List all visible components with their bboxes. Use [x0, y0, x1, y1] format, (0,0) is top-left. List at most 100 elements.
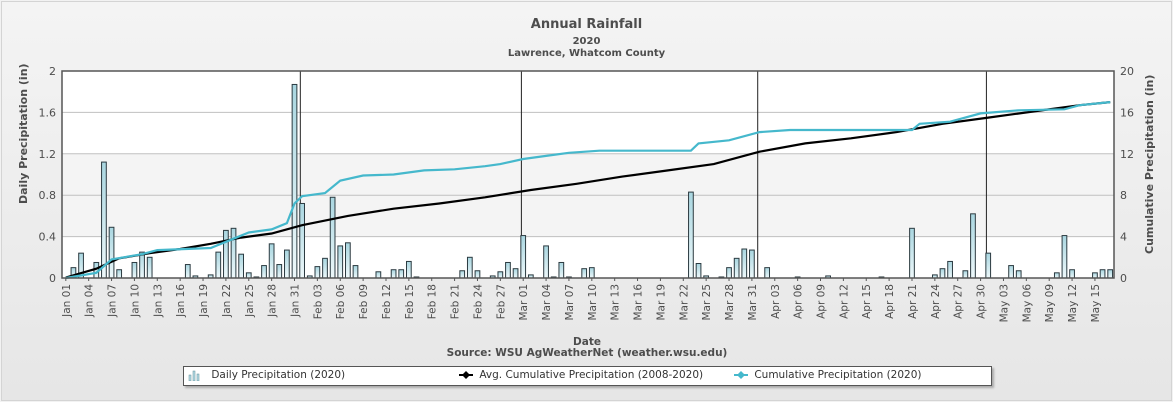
legend-item-cum[interactable]: Cumulative Precipitation (2020) [734, 369, 922, 381]
source-label: Source: WSU AgWeatherNet (weather.wsu.ed… [447, 347, 728, 359]
y-tick-right: 8 [1120, 189, 1127, 202]
daily-bar [695, 263, 702, 279]
daily-bar [947, 260, 953, 279]
daily-bar [337, 245, 344, 279]
x-tick-label: Mar 28 [724, 284, 736, 321]
legend-item-daily[interactable]: Daily Precipitation (2020) [188, 369, 345, 381]
daily-bar [284, 249, 290, 279]
daily-bar [1099, 269, 1106, 279]
x-tick-label: Feb 21 [450, 284, 462, 319]
y-tick-left: 0.4 [39, 231, 57, 244]
daily-bar [245, 272, 252, 279]
daily-bar [314, 266, 321, 279]
x-tick-label: Feb 09 [358, 284, 370, 319]
x-tick-label: Mar 19 [655, 284, 667, 321]
x-tick-label: Apr 27 [953, 284, 965, 319]
daily-bar [688, 191, 694, 279]
daily-bar [962, 270, 969, 279]
x-tick-label: Mar 07 [564, 284, 576, 321]
daily-bar [405, 260, 412, 279]
daily-bar [1069, 269, 1075, 279]
daily-bar [543, 245, 549, 279]
y-tick-right: 12 [1120, 148, 1134, 161]
x-tick-label: Apr 09 [816, 284, 828, 319]
y-tick-left: 0 [49, 272, 56, 285]
y-tick-left: 1.6 [39, 106, 57, 119]
daily-bar [131, 261, 138, 279]
daily-bar [398, 269, 405, 279]
daily-bar [497, 271, 504, 279]
x-tick-label: Apr 30 [976, 284, 988, 319]
x-tick-label: Apr 12 [838, 284, 850, 319]
daily-bar [299, 202, 305, 279]
daily-bar [261, 265, 267, 279]
diamond-marker-cyan-icon [734, 371, 748, 379]
avg-cumulative-line [65, 101, 1111, 279]
daily-bar [322, 257, 328, 279]
x-tick-label: Apr 21 [907, 284, 919, 319]
chart-title: Annual Rainfall [530, 17, 643, 32]
x-tick-label: Mar 25 [701, 284, 713, 321]
x-tick-label: Feb 24 [473, 284, 485, 320]
daily-bar [230, 227, 237, 279]
x-tick-label: Apr 18 [884, 284, 896, 319]
x-tick-label: Apr 24 [930, 284, 942, 319]
daily-bar [558, 261, 565, 279]
x-tick-label: Feb 03 [312, 284, 324, 319]
daily-bar [1015, 270, 1022, 279]
daily-bar [329, 196, 336, 279]
x-tick-label: Mar 22 [678, 284, 690, 321]
x-tick-label: May 09 [1044, 284, 1056, 322]
daily-bar [223, 229, 229, 279]
daily-bar [459, 270, 466, 279]
daily-bar [101, 161, 107, 279]
x-tick-label: Jan 10 [129, 284, 141, 318]
chart-subtitle: 2020 [572, 36, 601, 47]
x-tick-label: May 12 [1067, 284, 1079, 322]
x-tick-label: Jan 22 [221, 284, 233, 318]
daily-bar [733, 257, 740, 279]
x-tick-label: Jan 07 [107, 284, 119, 318]
daily-bar [939, 268, 946, 279]
daily-bar [726, 267, 732, 279]
diamond-marker-black-icon [459, 371, 473, 379]
x-tick-label: Jan 25 [244, 284, 256, 318]
daily-bar [268, 243, 275, 279]
y-tick-left: 0.8 [39, 189, 57, 202]
daily-bar [345, 242, 351, 279]
y-tick-left: 1.2 [39, 148, 57, 161]
daily-bar [184, 264, 191, 279]
x-axis-label: Date [573, 336, 601, 348]
daily-bar [1107, 269, 1114, 279]
daily-bar [749, 249, 755, 279]
daily-bar [146, 256, 153, 279]
y-axis-label-left: Daily Precipitation (in) [17, 63, 30, 204]
y-tick-right: 16 [1120, 106, 1134, 119]
legend-item-avg[interactable]: Avg. Cumulative Precipitation (2008-2020… [459, 369, 703, 381]
daily-bar [238, 253, 245, 279]
legend-label-daily: Daily Precipitation (2020) [211, 369, 346, 381]
daily-bar [741, 248, 748, 279]
x-tick-label: Jan 01 [61, 284, 73, 318]
legend: Daily Precipitation (2020) Avg. Cumulati… [183, 366, 992, 386]
daily-bar [1008, 265, 1014, 279]
daily-bar [588, 267, 595, 279]
x-tick-label: Mar 01 [518, 284, 530, 321]
x-tick-label: Mar 31 [747, 284, 759, 321]
x-tick-label: Feb 12 [381, 284, 393, 319]
x-tick-label: Jan 31 [290, 284, 302, 318]
daily-bar [390, 269, 397, 279]
y-tick-left: 2 [49, 65, 56, 78]
daily-bar [139, 251, 145, 279]
cumulative-2020-line [65, 101, 1111, 280]
daily-bar [215, 251, 222, 279]
daily-bar [474, 270, 481, 279]
daily-bar [116, 269, 123, 279]
x-tick-label: Jan 13 [152, 284, 164, 318]
x-tick-label: Apr 06 [793, 284, 805, 319]
y-tick-right: 20 [1120, 65, 1134, 78]
plot-border [61, 70, 1115, 279]
daily-bar [505, 261, 511, 279]
x-tick-label: Apr 15 [861, 284, 873, 319]
